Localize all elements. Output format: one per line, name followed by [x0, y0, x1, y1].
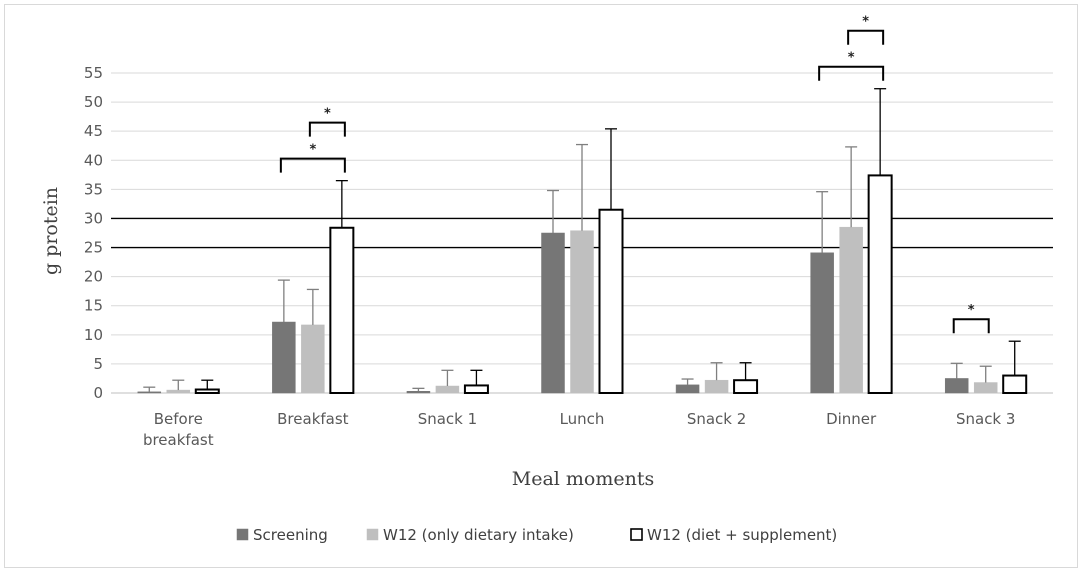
x-category-label: Snack 1	[418, 410, 477, 428]
legend-swatch	[630, 528, 643, 541]
legend-label: Screening	[253, 526, 328, 544]
bar	[839, 226, 863, 394]
x-category-label: Lunch	[560, 410, 605, 428]
y-tick-label: 0	[93, 384, 103, 402]
bar	[272, 321, 296, 394]
bar	[973, 382, 998, 394]
significance-asterisk: *	[968, 303, 975, 318]
bar	[137, 391, 162, 394]
chart-frame: 0 5 10 15 20 25 30 35 40 45 50 55 * * * * * Before break…	[4, 4, 1078, 568]
y-tick-label: 50	[84, 93, 103, 111]
bar	[541, 232, 565, 394]
bar	[329, 226, 355, 394]
significance-asterisk: *	[848, 51, 855, 66]
x-category-label: breakfast	[143, 431, 214, 449]
x-axis-title: Meal moments	[512, 468, 654, 490]
bar	[810, 252, 834, 394]
bar	[194, 388, 220, 395]
legend-label: W12 (only dietary intake)	[383, 526, 574, 544]
bar	[598, 208, 624, 394]
bar	[166, 389, 191, 394]
legend-swatch	[236, 528, 249, 541]
x-category-label: Snack 2	[687, 410, 746, 428]
bar	[435, 385, 460, 394]
significance-asterisk: *	[862, 15, 869, 30]
significance-asterisk: *	[324, 107, 331, 122]
x-category-label: Before	[154, 410, 203, 428]
bar	[301, 324, 325, 394]
y-tick-label: 30	[84, 209, 103, 227]
x-category-label: Snack 3	[956, 410, 1015, 428]
y-tick-label: 45	[84, 122, 103, 140]
bar	[675, 384, 700, 394]
bar	[406, 391, 431, 394]
bar	[733, 379, 759, 395]
x-axis-categories: Before breakfast Breakfast Snack 1 Lunch Snac…	[143, 410, 1015, 449]
significance-bracket	[952, 318, 990, 334]
significance-bracket	[308, 121, 346, 137]
bar	[704, 379, 729, 394]
y-axis-ticks: 0 5 10 15 20 25 30 35 40 45 50 55	[84, 64, 103, 402]
significance-brackets: * * * * *	[279, 15, 990, 334]
legend: Screening W12 (only dietary intake) W12 (d…	[236, 526, 837, 544]
legend-label: W12 (diet + supplement)	[647, 526, 837, 544]
bar	[570, 230, 594, 394]
bar-chart: 0 5 10 15 20 25 30 35 40 45 50 55 * * * * * Before break…	[40, 15, 1053, 544]
y-tick-label: 20	[84, 268, 103, 286]
y-tick-label: 25	[84, 239, 103, 257]
y-axis-title: g protein	[40, 187, 62, 275]
error-bars	[143, 88, 1021, 392]
y-tick-label: 40	[84, 151, 103, 169]
bar	[867, 174, 893, 394]
y-tick-label: 15	[84, 297, 103, 315]
bar	[1002, 374, 1028, 394]
significance-asterisk: *	[309, 143, 316, 158]
significance-bracket	[847, 29, 885, 45]
bar	[944, 378, 969, 394]
legend-swatch	[366, 528, 379, 541]
y-tick-label: 35	[84, 180, 103, 198]
y-tick-label: 55	[84, 64, 103, 82]
bar	[463, 384, 489, 395]
x-category-label: Breakfast	[277, 410, 349, 428]
y-tick-label: 5	[93, 355, 103, 373]
significance-bracket	[279, 157, 346, 173]
x-category-label: Dinner	[826, 410, 877, 428]
significance-bracket	[818, 65, 885, 81]
y-tick-label: 10	[84, 326, 103, 344]
